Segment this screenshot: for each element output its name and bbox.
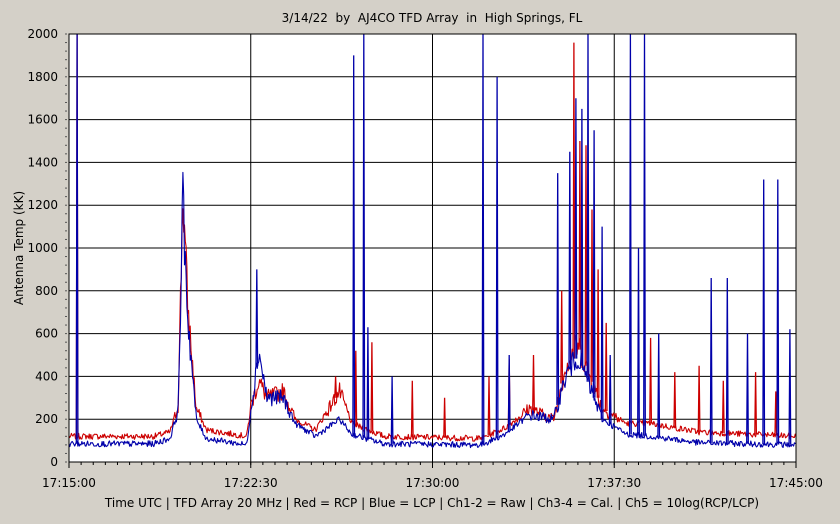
x-tick-label: 17:22:30 — [224, 476, 278, 490]
spike-lcp — [657, 333, 661, 438]
spike-lcp — [725, 277, 729, 444]
x-tick-label: 17:30:00 — [406, 476, 460, 490]
y-tick-label: 0 — [50, 455, 58, 469]
spike-rcp — [590, 209, 594, 382]
spike-rcp — [584, 145, 588, 366]
y-tick-label: 600 — [35, 327, 58, 341]
spike-lcp — [556, 173, 560, 405]
spike-rcp — [532, 354, 535, 411]
spike-rcp — [443, 397, 447, 438]
spike-lcp — [776, 179, 780, 445]
spike-lcp — [788, 329, 792, 445]
spike-lcp — [762, 179, 766, 445]
spike-rcp — [754, 372, 758, 435]
x-tick-label: 17:15:00 — [42, 476, 96, 490]
x-tick-label: 17:37:30 — [587, 476, 641, 490]
spike-rcp — [354, 350, 358, 426]
axes: 0 200 400 600 800 1000 1200 1400 1600 1800 2000 17:… — [27, 27, 823, 490]
spike-lcp — [495, 76, 499, 438]
chart-title: 3/14/22 by AJ4CO TFD Array in High Sprin… — [282, 11, 583, 25]
spike-rcp — [578, 140, 582, 350]
spike-lcp — [637, 247, 640, 436]
series-line-rcp — [68, 208, 797, 442]
spike-lcp — [580, 108, 584, 366]
spike-rcp — [673, 372, 677, 428]
y-tick-label: 200 — [35, 412, 58, 426]
spike-lcp — [608, 354, 612, 425]
series-layer — [68, 33, 797, 449]
spike-rcp — [697, 365, 701, 433]
spike-rcp — [370, 342, 374, 432]
y-tick-label: 1600 — [27, 113, 58, 127]
spike-rcp — [487, 376, 491, 435]
y-tick-label: 2000 — [27, 27, 58, 41]
spike-lcp — [352, 55, 356, 435]
spike-rcp — [410, 380, 414, 437]
y-tick-label: 1200 — [27, 198, 58, 212]
y-tick-label: 1000 — [27, 241, 58, 255]
spike-lcp — [574, 98, 578, 359]
spike-lcp — [746, 333, 749, 444]
spike-lcp — [390, 376, 394, 444]
y-axis-label: Antenna Temp (kK) — [12, 191, 26, 305]
spike-rcp — [604, 322, 608, 412]
spike-rcp — [560, 290, 564, 384]
spike-lcp — [507, 354, 511, 432]
spike-rcp — [721, 380, 725, 434]
spike-rcp — [596, 269, 600, 398]
spike-lcp — [255, 269, 259, 366]
spike-rcp — [334, 376, 338, 398]
footer-caption: Time UTC | TFD Array 20 MHz | Red = RCP … — [104, 496, 759, 510]
spike-rcp — [649, 337, 653, 424]
spike-lcp — [600, 226, 604, 420]
spike-lcp — [709, 277, 713, 444]
spike-rcp — [572, 42, 576, 352]
x-tick-label: 17:45:00 — [769, 476, 823, 490]
spike-lcp — [568, 151, 572, 370]
spike-lcp — [366, 327, 370, 440]
y-tick-label: 1800 — [27, 70, 58, 84]
y-tick-label: 400 — [35, 369, 58, 383]
spike-rcp — [774, 391, 778, 436]
spike-lcp — [592, 130, 596, 398]
y-tick-label: 1400 — [27, 155, 58, 169]
y-tick-label: 800 — [35, 284, 58, 298]
series-line-lcp — [68, 171, 796, 449]
